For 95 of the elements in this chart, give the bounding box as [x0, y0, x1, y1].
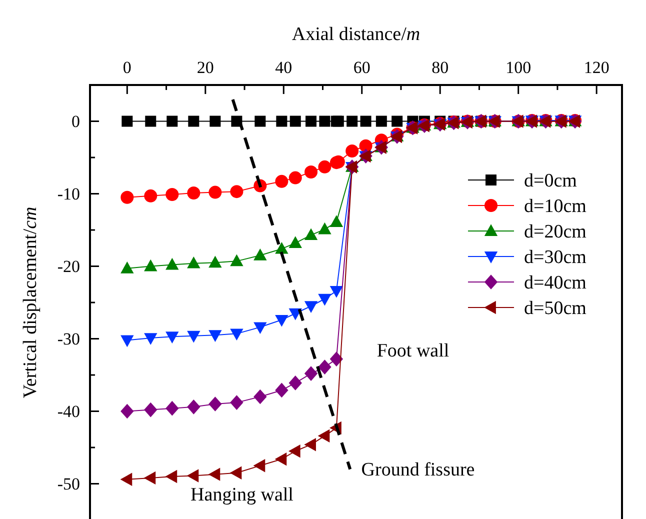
legend-label: d=10cm: [524, 196, 587, 218]
point: [274, 452, 287, 466]
point: [253, 459, 266, 472]
point: [346, 116, 358, 127]
point: [230, 254, 244, 266]
legend-label: d=0cm: [524, 170, 578, 192]
point: [304, 438, 316, 452]
point: [254, 322, 267, 334]
point: [318, 160, 332, 174]
x-tick-label: 100: [506, 58, 532, 77]
point: [304, 166, 318, 178]
point: [319, 116, 330, 127]
y-axis-title: Vertical displacement/cm: [20, 206, 41, 398]
point: [208, 186, 222, 199]
point: [230, 395, 244, 410]
point: [276, 116, 288, 127]
point: [330, 286, 344, 298]
point: [360, 116, 372, 127]
point: [330, 352, 344, 366]
point: [230, 328, 244, 341]
point: [288, 171, 302, 184]
point: [208, 396, 222, 412]
point: [144, 471, 156, 485]
point: [187, 330, 200, 343]
point: [304, 301, 318, 313]
point: [346, 144, 359, 158]
x-axis-title: Axial distance/m: [292, 24, 420, 45]
x-tick-label: 20: [196, 58, 214, 77]
point: [288, 444, 300, 458]
point: [318, 360, 332, 374]
point: [392, 116, 403, 127]
point: [144, 333, 158, 345]
point: [254, 116, 266, 127]
legend-label: d=30cm: [524, 247, 587, 268]
point: [275, 314, 288, 327]
point: [275, 242, 288, 254]
point: [208, 256, 222, 268]
x-tick-label: 80: [432, 58, 449, 77]
point: [166, 188, 179, 201]
point: [120, 190, 134, 204]
annotation: Foot wall: [376, 340, 450, 362]
point: [208, 330, 222, 342]
point: [144, 259, 158, 272]
point: [254, 248, 267, 260]
legend-label: d=40cm: [524, 272, 587, 294]
x-tick-label: 0: [122, 58, 132, 77]
y-tick-label: 0: [72, 112, 80, 132]
point: [254, 389, 267, 404]
point: [288, 236, 302, 248]
point: [166, 332, 179, 344]
point: [330, 215, 344, 227]
point: [230, 185, 244, 198]
y-tick-label: -40: [57, 402, 80, 422]
point: [187, 186, 200, 200]
point: [306, 116, 317, 127]
point: [144, 402, 158, 418]
point: [144, 189, 158, 202]
point: [210, 116, 221, 127]
point: [186, 469, 199, 482]
y-tick-label: -30: [57, 330, 80, 349]
y-tick-label: -10: [57, 184, 80, 204]
annotation: Hanging wall: [190, 484, 294, 506]
point: [288, 376, 302, 390]
point: [304, 228, 318, 240]
point: [318, 294, 332, 306]
point: [120, 472, 132, 486]
point: [376, 116, 387, 127]
x-tick-label: 60: [353, 58, 370, 77]
legend-label: d=50cm: [524, 298, 587, 320]
point: [275, 174, 288, 188]
x-tick-label: 40: [275, 58, 292, 77]
point: [290, 116, 301, 127]
point: [187, 256, 200, 268]
point: [304, 366, 318, 381]
legend-label: d=20cm: [524, 222, 587, 243]
point: [187, 399, 200, 414]
annotation: Ground fissure: [361, 460, 475, 481]
point: [318, 429, 330, 442]
y-tick-label: -50: [57, 474, 80, 494]
point: [165, 470, 178, 484]
point: [208, 468, 220, 481]
point: [166, 116, 178, 127]
point: [122, 116, 133, 127]
point: [230, 466, 242, 480]
point: [188, 116, 200, 127]
point: [166, 258, 179, 270]
point: [120, 262, 134, 274]
x-tick-label: 120: [584, 58, 610, 77]
point: [120, 335, 134, 348]
point: [275, 382, 288, 398]
y-tick-label: -20: [57, 257, 80, 276]
point: [120, 404, 134, 419]
point: [166, 400, 179, 416]
point: [318, 222, 332, 234]
point: [145, 116, 156, 127]
